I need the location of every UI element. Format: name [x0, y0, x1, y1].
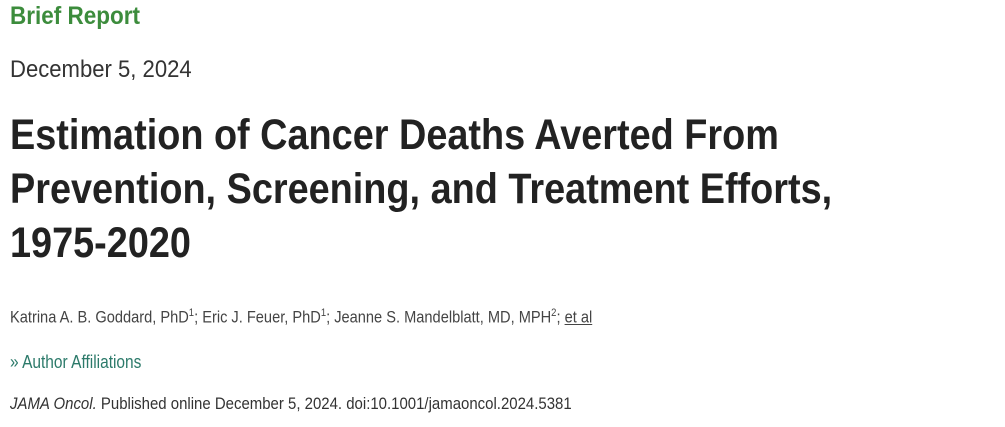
author-list: Katrina A. B. Goddard, PhD1; Eric J. Feu… — [10, 307, 593, 327]
citation: JAMA Oncol. Published online December 5,… — [10, 394, 572, 413]
journal-name: JAMA Oncol. — [10, 394, 97, 413]
double-chevron-right-icon: » — [10, 352, 19, 372]
author-name[interactable]: Eric J. Feuer, PhD — [202, 307, 321, 327]
article-type: Brief Report — [10, 2, 141, 30]
article-title: Estimation of Cancer Deaths Averted From… — [10, 111, 833, 267]
et-al-link[interactable]: et al — [564, 307, 593, 327]
author-affiliations-toggle[interactable]: » Author Affiliations — [10, 352, 142, 372]
publication-date: December 5, 2024 — [10, 56, 192, 83]
author-name[interactable]: Jeanne S. Mandelblatt, MD, MPH — [334, 307, 552, 327]
author-name[interactable]: Katrina A. B. Goddard, PhD — [10, 307, 189, 327]
